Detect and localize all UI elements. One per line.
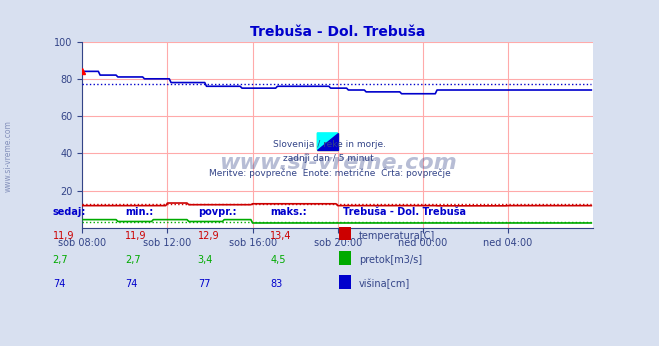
Text: 11,9: 11,9	[53, 231, 74, 241]
Text: višina[cm]: višina[cm]	[359, 279, 411, 289]
Text: min.:: min.:	[125, 207, 154, 217]
Text: Meritve: povprečne  Enote: metrične  Črta: povprečje: Meritve: povprečne Enote: metrične Črta:…	[209, 168, 450, 178]
Text: 11,9: 11,9	[125, 231, 147, 241]
Text: 13,4: 13,4	[270, 231, 292, 241]
Text: 2,7: 2,7	[125, 255, 141, 265]
Text: sedaj:: sedaj:	[53, 207, 86, 217]
Title: Trebuša - Dol. Trebuša: Trebuša - Dol. Trebuša	[250, 25, 426, 39]
Text: pretok[m3/s]: pretok[m3/s]	[359, 255, 422, 265]
Text: povpr.:: povpr.:	[198, 207, 236, 217]
Text: maks.:: maks.:	[270, 207, 307, 217]
Text: 2,7: 2,7	[53, 255, 69, 265]
Text: Trebuša - Dol. Trebuša: Trebuša - Dol. Trebuša	[343, 207, 466, 217]
Text: 12,9: 12,9	[198, 231, 219, 241]
Text: 74: 74	[125, 279, 138, 289]
Text: temperatura[C]: temperatura[C]	[359, 231, 436, 241]
Text: 77: 77	[198, 279, 210, 289]
Text: Slovenija / reke in morje.: Slovenija / reke in morje.	[273, 140, 386, 149]
Polygon shape	[318, 133, 337, 150]
Polygon shape	[318, 133, 337, 150]
Text: www.si-vreme.com: www.si-vreme.com	[3, 120, 13, 192]
Text: www.si-vreme.com: www.si-vreme.com	[219, 153, 457, 173]
Text: 83: 83	[270, 279, 283, 289]
Text: 4,5: 4,5	[270, 255, 286, 265]
Bar	[318, 133, 338, 150]
Text: 74: 74	[53, 279, 65, 289]
Text: zadnji dan / 5 minut.: zadnji dan / 5 minut.	[283, 154, 376, 163]
Text: 3,4: 3,4	[198, 255, 213, 265]
